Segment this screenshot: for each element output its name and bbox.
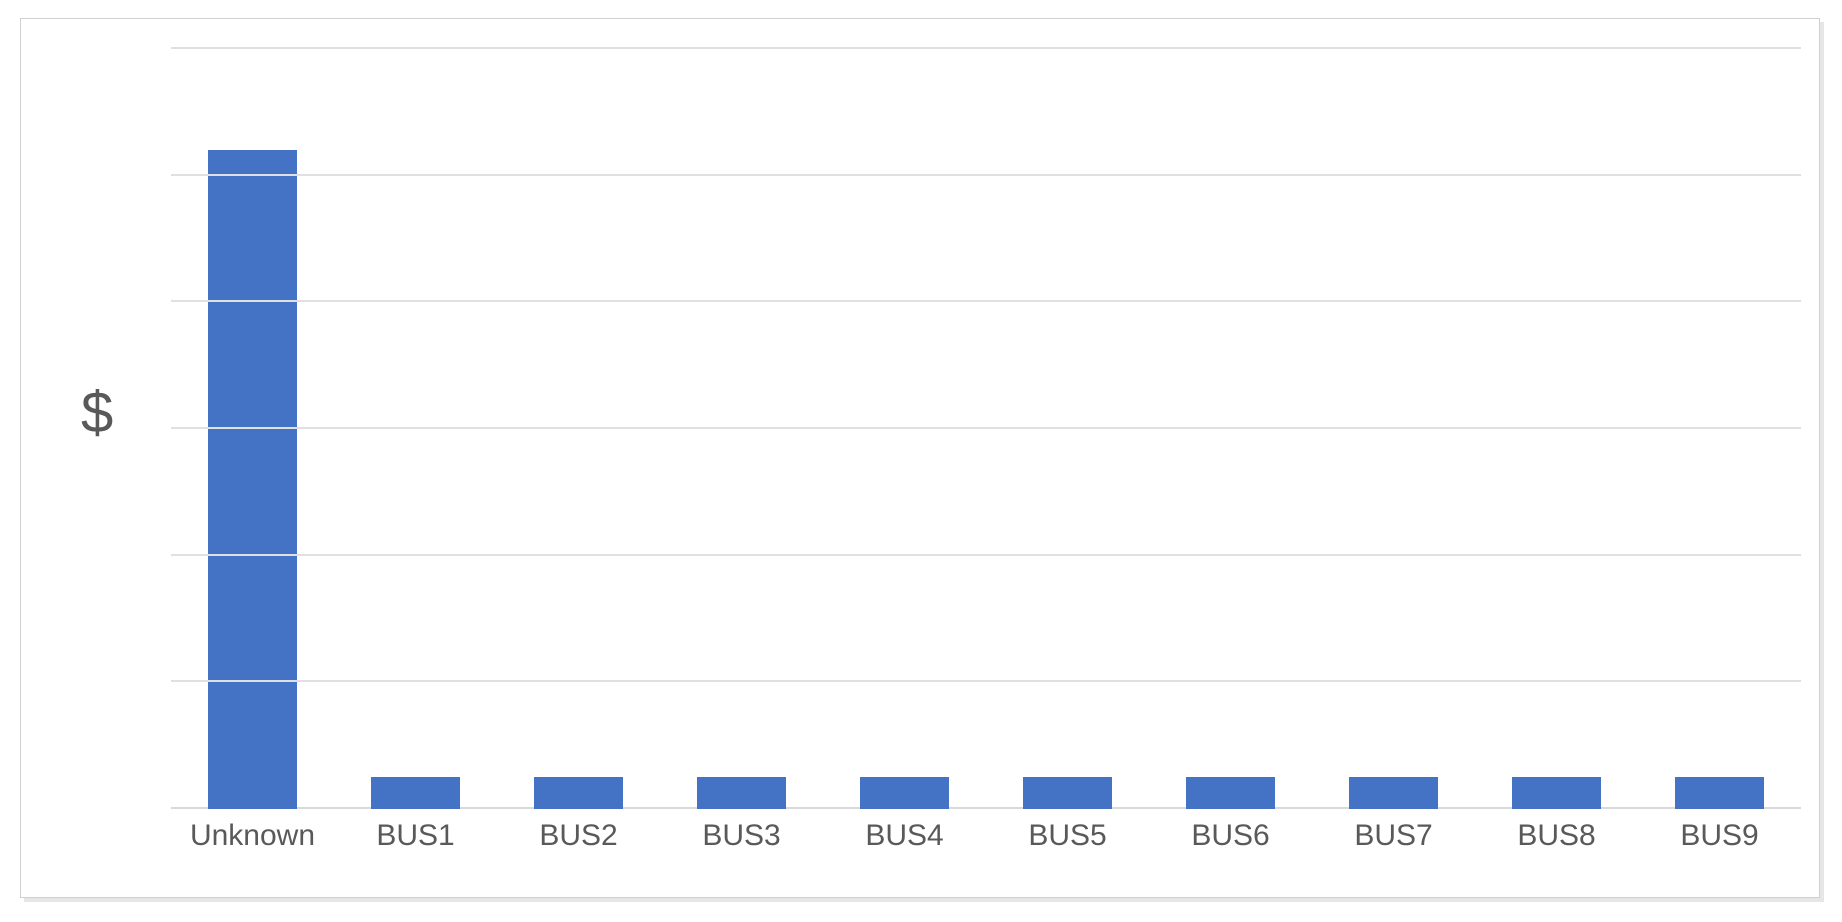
bar — [1512, 777, 1602, 809]
bar-slot — [1149, 49, 1312, 809]
x-axis-label: BUS4 — [823, 819, 986, 853]
bar — [534, 777, 624, 809]
chart-container: $ UnknownBUS1BUS2BUS3BUS4BUS5BUS6BUS7BUS… — [0, 0, 1842, 922]
chart-frame: $ UnknownBUS1BUS2BUS3BUS4BUS5BUS6BUS7BUS… — [20, 18, 1820, 898]
x-axis-label: BUS7 — [1312, 819, 1475, 853]
gridline — [171, 47, 1801, 49]
gridline — [171, 554, 1801, 556]
bar-slot — [334, 49, 497, 809]
x-axis-label: BUS3 — [660, 819, 823, 853]
x-axis-label: Unknown — [171, 819, 334, 853]
gridline — [171, 300, 1801, 302]
x-axis-label: BUS5 — [986, 819, 1149, 853]
bar — [860, 777, 950, 809]
gridline — [171, 174, 1801, 176]
plot-area — [171, 49, 1801, 809]
bar — [1675, 777, 1765, 809]
x-axis-label: BUS2 — [497, 819, 660, 853]
bar-slot — [1475, 49, 1638, 809]
gridline — [171, 680, 1801, 682]
x-axis-label: BUS9 — [1638, 819, 1801, 853]
x-axis-label: BUS8 — [1475, 819, 1638, 853]
bars-group — [171, 49, 1801, 809]
x-axis-labels: UnknownBUS1BUS2BUS3BUS4BUS5BUS6BUS7BUS8B… — [171, 819, 1801, 853]
bar — [208, 150, 298, 809]
bar-slot — [986, 49, 1149, 809]
bar — [1186, 777, 1276, 809]
bar-slot — [823, 49, 986, 809]
x-axis-label: BUS6 — [1149, 819, 1312, 853]
bar-slot — [1638, 49, 1801, 809]
bar-slot — [497, 49, 660, 809]
bar — [697, 777, 787, 809]
gridline — [171, 427, 1801, 429]
bar-slot — [171, 49, 334, 809]
bar-slot — [1312, 49, 1475, 809]
bar — [371, 777, 461, 809]
bar — [1349, 777, 1439, 809]
y-axis-title: $ — [81, 379, 113, 446]
bar — [1023, 777, 1113, 809]
bar-slot — [660, 49, 823, 809]
x-axis-label: BUS1 — [334, 819, 497, 853]
